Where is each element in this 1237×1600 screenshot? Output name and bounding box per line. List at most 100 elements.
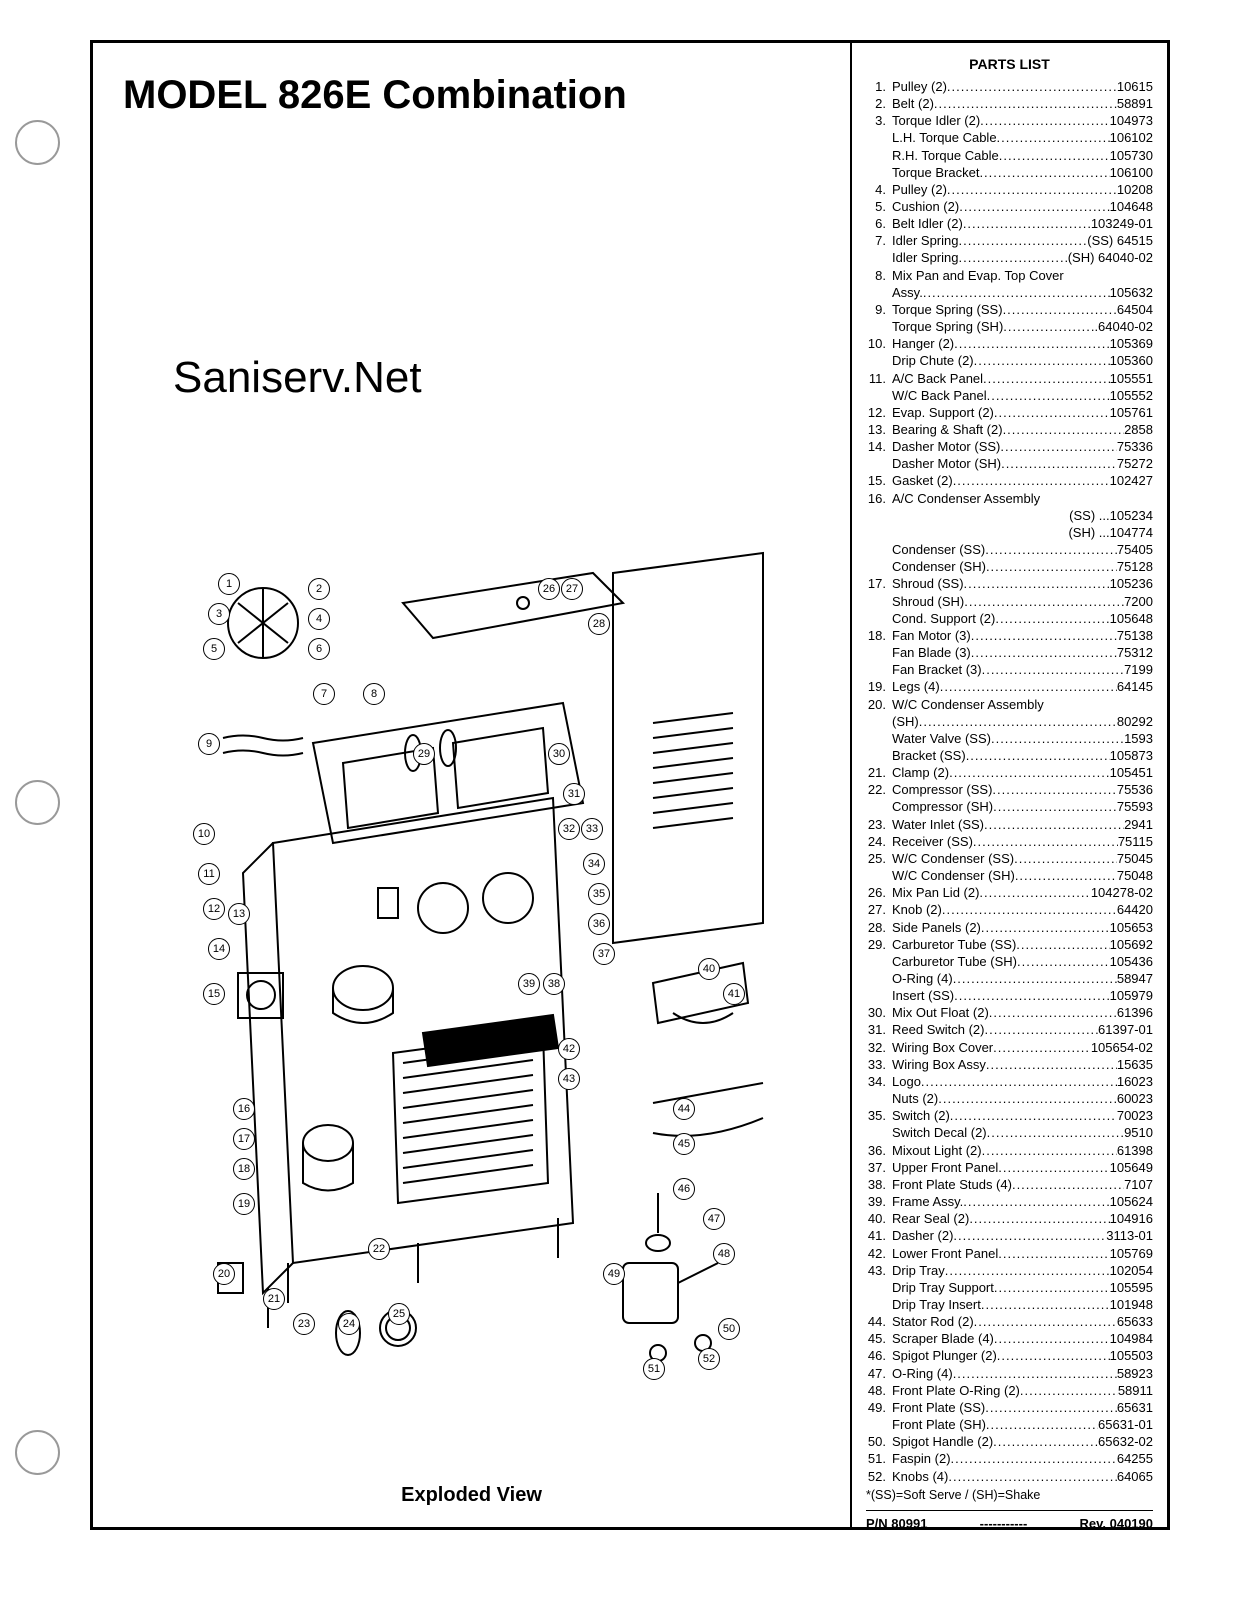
callout-41: 41 <box>723 983 745 1005</box>
part-code: 105632 <box>1110 284 1153 301</box>
part-number: 45. <box>866 1330 886 1347</box>
part-name: Switch (2) <box>892 1107 950 1124</box>
part-row: 21.Clamp (2) 105451 <box>866 764 1153 781</box>
part-row: Condenser (SS) 75405 <box>866 541 1153 558</box>
part-name: Front Plate (SH) <box>892 1416 986 1433</box>
callout-10: 10 <box>193 823 215 845</box>
callout-13: 13 <box>228 903 250 925</box>
part-name: Water Inlet (SS) <box>892 816 984 833</box>
part-code: (SH) 64040-02 <box>1068 249 1153 266</box>
part-number: 26. <box>866 884 886 901</box>
part-row: 18.Fan Motor (3) 75138 <box>866 627 1153 644</box>
part-number: 18. <box>866 627 886 644</box>
part-number: 7. <box>866 232 886 249</box>
part-code: 105451 <box>1110 764 1153 781</box>
part-code: 58923 <box>1117 1365 1153 1382</box>
part-code: 1593 <box>1124 730 1153 747</box>
part-number: 22. <box>866 781 886 798</box>
part-row: 45.Scraper Blade (4) 104984 <box>866 1330 1153 1347</box>
part-row: 14.Dasher Motor (SS) 75336 <box>866 438 1153 455</box>
part-name: Water Valve (SS) <box>892 730 991 747</box>
part-code: 65631 <box>1117 1399 1153 1416</box>
parts-list-column: PARTS LIST 1.Pulley (2) 106152.Belt (2) … <box>852 43 1167 1527</box>
part-row: 32.Wiring Box Cover 105654-02 <box>866 1039 1153 1056</box>
callout-36: 36 <box>588 913 610 935</box>
part-number: 4. <box>866 181 886 198</box>
part-code: 105369 <box>1110 335 1153 352</box>
part-name: Dasher Motor (SH) <box>892 455 1001 472</box>
part-row: O-Ring (4) 58947 <box>866 970 1153 987</box>
part-code: 105624 <box>1110 1193 1153 1210</box>
callout-45: 45 <box>673 1133 695 1155</box>
part-name: Logo <box>892 1073 921 1090</box>
part-code: 105595 <box>1110 1279 1153 1296</box>
callout-15: 15 <box>203 983 225 1005</box>
callout-27: 27 <box>561 578 583 600</box>
part-code: 105236 <box>1110 575 1153 592</box>
part-code: 75593 <box>1117 798 1153 815</box>
part-number: 39. <box>866 1193 886 1210</box>
part-name: Drip Chute (2) <box>892 352 974 369</box>
part-code: 105979 <box>1110 987 1153 1004</box>
callout-16: 16 <box>233 1098 255 1120</box>
part-code: 61396 <box>1117 1004 1153 1021</box>
part-name: Torque Idler (2) <box>892 112 980 129</box>
part-row: 42.Lower Front Panel 105769 <box>866 1245 1153 1262</box>
part-code: 105552 <box>1110 387 1153 404</box>
part-number: 16. <box>866 490 886 507</box>
part-row: Drip Tray Support 105595 <box>866 1279 1153 1296</box>
part-code: 105769 <box>1110 1245 1153 1262</box>
part-row: Dasher Motor (SH) 75272 <box>866 455 1153 472</box>
part-name: Idler Spring <box>892 249 958 266</box>
part-number: 38. <box>866 1176 886 1193</box>
part-name: W/C Condenser (SS) <box>892 850 1014 867</box>
part-row: Idler Spring (SH) 64040-02 <box>866 249 1153 266</box>
part-code: 10615 <box>1117 78 1153 95</box>
part-code: 105730 <box>1110 147 1153 164</box>
part-name: Torque Bracket <box>892 164 979 181</box>
part-code: 15635 <box>1117 1056 1153 1073</box>
part-name: Wiring Box Assy <box>892 1056 986 1073</box>
part-row: 27.Knob (2) 64420 <box>866 901 1153 918</box>
part-row: 3.Torque Idler (2) 104973 <box>866 112 1153 129</box>
part-name: Stator Rod (2) <box>892 1313 974 1330</box>
part-name: Fan Bracket (3) <box>892 661 982 678</box>
part-row: L.H. Torque Cable 106102 <box>866 129 1153 146</box>
part-row: (SH) ...104774 <box>866 524 1153 541</box>
part-code: 75138 <box>1117 627 1153 644</box>
part-number: 51. <box>866 1450 886 1467</box>
part-code: 75405 <box>1117 541 1153 558</box>
part-row: Switch Decal (2) 9510 <box>866 1124 1153 1141</box>
part-code: 104916 <box>1110 1210 1153 1227</box>
part-row: 4.Pulley (2) 10208 <box>866 181 1153 198</box>
part-name: Compressor (SS) <box>892 781 992 798</box>
part-name: Gasket (2) <box>892 472 953 489</box>
part-code: 106100 <box>1110 164 1153 181</box>
part-row: 33.Wiring Box Assy 15635 <box>866 1056 1153 1073</box>
part-name: Lower Front Panel <box>892 1245 998 1262</box>
part-number: 6. <box>866 215 886 232</box>
part-number: 9. <box>866 301 886 318</box>
part-code: 105503 <box>1110 1347 1153 1364</box>
pn-label: P/N 80991 <box>866 1515 927 1533</box>
part-row: 17.Shroud (SS) 105236 <box>866 575 1153 592</box>
part-name: R.H. Torque Cable <box>892 147 999 164</box>
callout-23: 23 <box>293 1313 315 1335</box>
page-frame: MODEL 826E Combination Saniserv.Net <box>90 40 1170 1530</box>
part-row: Fan Blade (3) 75312 <box>866 644 1153 661</box>
part-row: 36.Mixout Light (2) 61398 <box>866 1142 1153 1159</box>
part-name: Condenser (SS) <box>892 541 985 558</box>
part-row: Assy. 105632 <box>866 284 1153 301</box>
part-code: 80292 <box>1117 713 1153 730</box>
part-row: 30.Mix Out Float (2) 61396 <box>866 1004 1153 1021</box>
part-code: 105692 <box>1110 936 1153 953</box>
exploded-view-label: Exploded View <box>93 1484 850 1507</box>
part-row: 2.Belt (2) 58891 <box>866 95 1153 112</box>
part-name: Upper Front Panel <box>892 1159 998 1176</box>
part-code: (SS) ...105234 <box>1069 507 1153 524</box>
callout-35: 35 <box>588 883 610 905</box>
part-row: 50.Spigot Handle (2) 65632-02 <box>866 1433 1153 1450</box>
part-row: 23.Water Inlet (SS) 2941 <box>866 816 1153 833</box>
part-row: Water Valve (SS) 1593 <box>866 730 1153 747</box>
part-row: 28.Side Panels (2) 105653 <box>866 919 1153 936</box>
